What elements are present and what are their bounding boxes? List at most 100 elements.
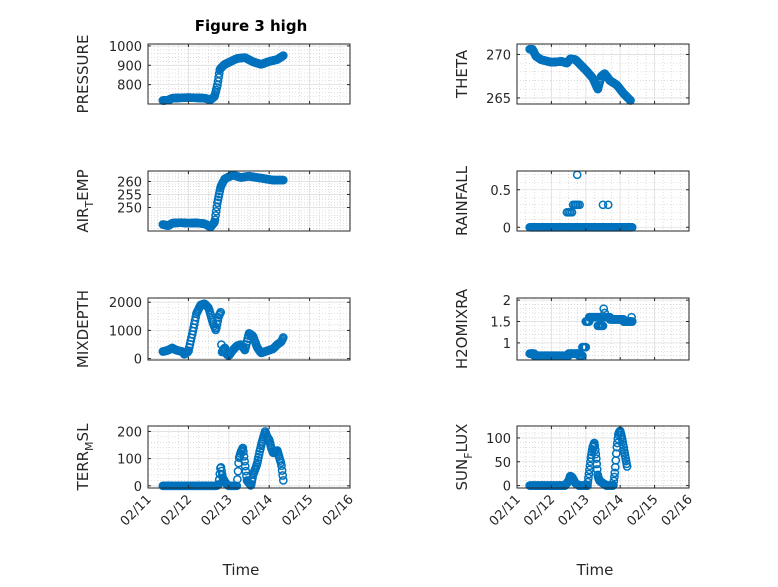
data-point [277, 466, 287, 475]
data-point [583, 477, 593, 487]
x-tick-label: 02/11 [487, 492, 524, 529]
y-axis-label: TERRMSL [74, 423, 96, 492]
data-point [600, 308, 610, 318]
figure-title: Figure 3 high [195, 17, 308, 35]
x-tick-label: 02/12 [521, 492, 558, 529]
data-point [592, 459, 602, 469]
x-tick-label: 02/16 [320, 492, 357, 529]
y-tick-label: 260 [117, 175, 142, 190]
y-axis-label: PRESSURE [74, 35, 92, 114]
axes-frame [147, 425, 351, 489]
data-point [211, 211, 220, 220]
data-point [239, 447, 248, 456]
data-point [584, 469, 594, 479]
y-axis-label: SUNFLUX [453, 424, 475, 491]
data-point [591, 449, 601, 459]
y-tick-label: 900 [117, 59, 142, 74]
data-point [609, 476, 619, 486]
subplot-6: 1 1.5 2 H2OMIXRA [453, 288, 690, 369]
data-point [239, 452, 249, 461]
data-point [590, 445, 600, 455]
y-axis-label: RAINFALL [453, 165, 471, 236]
data-point [598, 321, 608, 331]
y-tick-label: 0 [134, 353, 142, 368]
data-point [622, 462, 632, 471]
data-point [238, 443, 248, 453]
axes-frame [516, 170, 690, 232]
data-point [627, 312, 636, 322]
y-axis-label: H2OMIXRA [453, 288, 471, 369]
data-point [590, 441, 600, 451]
data-point [575, 200, 584, 210]
data-point [278, 333, 288, 342]
y-axis-label: AIRTEMP [74, 169, 96, 232]
data-point [609, 480, 618, 490]
y-tick-label: 1.5 [490, 316, 511, 331]
x-tick-label: 02/15 [624, 492, 661, 529]
data-point [240, 461, 250, 471]
x-tick-label: 02/11 [118, 492, 155, 529]
y-tick-label: 100 [486, 432, 511, 447]
axes-frame [516, 43, 690, 105]
data-point [599, 304, 609, 314]
data-point [610, 468, 620, 478]
y-tick-label: 0 [503, 480, 511, 495]
data-point [578, 351, 587, 361]
y-tick-label: 2 [503, 294, 511, 309]
data-point [278, 51, 288, 60]
x-tick-label: 02/16 [659, 492, 696, 529]
x-axis-label: Time [576, 561, 614, 579]
axes-frame [147, 297, 351, 361]
axes-frame [516, 425, 690, 489]
data-point [603, 200, 613, 210]
data-point [278, 476, 288, 485]
data-point [240, 456, 249, 466]
data-point [277, 461, 286, 471]
subplot-1: 800 900 1000 PRESSURE [74, 35, 351, 114]
y-tick-label: 0 [134, 480, 142, 495]
subplot-8: 0 50 100 SUNFLUX 02/1102/1202/1302/1402/1502… [453, 424, 696, 579]
x-tick-label: 02/12 [158, 492, 195, 529]
axes-frame [147, 43, 351, 105]
x-tick-label: 02/15 [279, 492, 316, 529]
y-tick-label: 255 [117, 188, 142, 203]
data-point [278, 175, 288, 185]
y-tick-label: 250 [117, 202, 142, 217]
subplot-7: 0 100 200 TERRMSL 02/11 02/12 02/13 02/14 02/15 0… [74, 423, 357, 579]
data-point [233, 474, 242, 484]
x-tick-label: 02/13 [199, 492, 236, 529]
data-point [581, 342, 591, 352]
y-axis-label: MIXDEPTH [74, 290, 92, 368]
y-tick-label: 0.5 [490, 184, 511, 199]
y-tick-label: 270 [486, 48, 511, 63]
data-point [211, 206, 221, 216]
data-point [610, 472, 619, 482]
y-tick-label: 1 [503, 337, 511, 352]
y-tick-label: 0 [503, 221, 511, 236]
x-tick-label: 02/13 [556, 492, 593, 529]
data-point [213, 77, 223, 86]
y-tick-label: 1000 [109, 324, 142, 339]
y-tick-label: 100 [117, 453, 142, 468]
y-tick-label: 265 [486, 92, 511, 107]
data-point [216, 307, 226, 317]
x-tick-label: 02/14 [239, 492, 276, 529]
y-tick-label: 50 [494, 456, 511, 471]
axes-frame [516, 297, 690, 361]
data-point [627, 317, 637, 326]
y-axis-label: THETA [453, 49, 471, 99]
subplot-2: 265 270 THETA [453, 43, 690, 107]
data-point [278, 471, 288, 480]
data-point [210, 215, 220, 225]
y-tick-label: 1000 [109, 40, 142, 55]
x-tick-label: 02/14 [590, 492, 627, 529]
data-point [241, 466, 251, 476]
subplot-4: 0 0.5 RAINFALL [453, 165, 690, 236]
axes-frame [147, 170, 351, 232]
data-point [598, 200, 608, 210]
y-tick-label: 2000 [109, 296, 142, 311]
y-tick-label: 800 [117, 79, 142, 94]
y-tick-label: 200 [117, 425, 142, 440]
